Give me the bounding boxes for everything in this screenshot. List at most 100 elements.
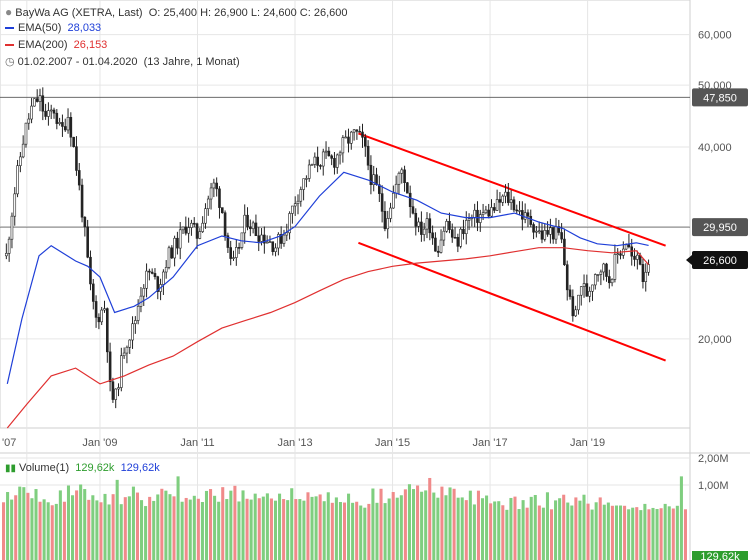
candle-up (5, 253, 8, 257)
candle-down (254, 222, 258, 237)
candle-down (369, 164, 373, 185)
candle-up (13, 193, 17, 217)
candle-up (478, 214, 482, 223)
candle-down (156, 276, 160, 292)
candle-down (498, 199, 502, 203)
y-tick-label: 40,000 (698, 142, 732, 154)
volume-value-blue: 129,62k (120, 462, 160, 474)
volume-bar (160, 488, 164, 560)
candle-up (588, 290, 591, 297)
candle-down (521, 210, 524, 220)
candle-up (490, 207, 493, 217)
candle-down (361, 131, 364, 138)
volume-bar (505, 509, 509, 560)
candle-down (633, 255, 636, 260)
candle-up (610, 279, 614, 284)
volume-legend: ▮▮ Volume(1) 129,62k 129,62k (5, 462, 160, 474)
volume-bar (375, 502, 379, 560)
candle-down (97, 317, 101, 323)
candle-up (145, 270, 148, 289)
candle-up (394, 183, 398, 194)
volume-bar (318, 494, 322, 560)
volume-bar (225, 499, 229, 560)
candle-up (481, 212, 485, 215)
volume-bar (594, 502, 598, 560)
volume-bar (521, 500, 525, 560)
volume-bar (602, 504, 606, 560)
candle-down (515, 209, 519, 212)
candle-up (277, 234, 280, 249)
candle-up (288, 213, 291, 234)
candle-up (260, 234, 263, 242)
candle-up (212, 182, 216, 189)
candle-down (229, 247, 232, 259)
volume-bar (570, 505, 574, 560)
volume-bar (111, 494, 115, 560)
candle-down (529, 215, 533, 225)
candle-up (310, 164, 314, 166)
candle-up (21, 143, 25, 158)
candle-up (425, 218, 429, 230)
volume-bar (180, 501, 184, 560)
candle-down (215, 182, 218, 190)
volume-bar (152, 500, 156, 560)
volume-bar (489, 503, 493, 560)
candle-up (591, 284, 594, 292)
volume-bar (456, 497, 460, 560)
volume-bar (655, 509, 659, 560)
volume-bar (582, 494, 586, 560)
candle-up (114, 388, 118, 400)
volume-bar (403, 489, 407, 560)
candle-up (445, 221, 448, 232)
volume-bar (416, 485, 420, 560)
volume-bar (144, 506, 148, 560)
candle-down (557, 226, 561, 233)
volume-bar (351, 502, 355, 560)
candle-up (636, 254, 639, 260)
volume-bar (34, 489, 38, 560)
volume-bar (221, 487, 225, 560)
candle-down (41, 95, 45, 112)
date-duration: (13 Jahre, 1 Monat) (143, 56, 240, 68)
candle-up (167, 247, 171, 268)
candle-down (192, 222, 196, 225)
candle-up (386, 218, 390, 230)
candle-down (532, 224, 535, 233)
volume-bar (440, 486, 444, 560)
candle-up (190, 222, 193, 228)
level-tag (692, 218, 748, 237)
candle-up (602, 263, 605, 273)
volume-bar (342, 502, 347, 560)
candle-up (19, 156, 22, 166)
volume-bar (497, 501, 501, 560)
volume-bar (22, 487, 26, 560)
volume-bar (50, 505, 54, 560)
candle-down (605, 263, 608, 277)
candle-down (52, 109, 56, 114)
candle-down (176, 237, 179, 249)
volume-bar (545, 492, 549, 560)
volume-bar (241, 490, 245, 560)
candle-down (450, 229, 454, 238)
y-tick-label: 60,000 (698, 30, 732, 42)
candle-up (473, 209, 476, 218)
candle-up (117, 387, 120, 390)
volume-bar (314, 496, 318, 560)
volume-bar (286, 500, 290, 560)
candle-down (540, 230, 544, 240)
x-tick-label: Jan '09 (82, 437, 117, 449)
volume-bar (140, 500, 144, 560)
candle-down (69, 117, 73, 138)
candle-down (170, 247, 174, 259)
candle-down (195, 223, 199, 239)
candle-up (439, 239, 443, 253)
candle-up (535, 230, 538, 233)
volume-bar (54, 503, 58, 560)
volume-bar (107, 504, 111, 560)
x-tick-label: Jan '17 (473, 437, 508, 449)
volume-bar (667, 506, 671, 560)
candle-up (10, 215, 14, 240)
candle-down (585, 283, 589, 297)
candle-down (220, 207, 224, 214)
